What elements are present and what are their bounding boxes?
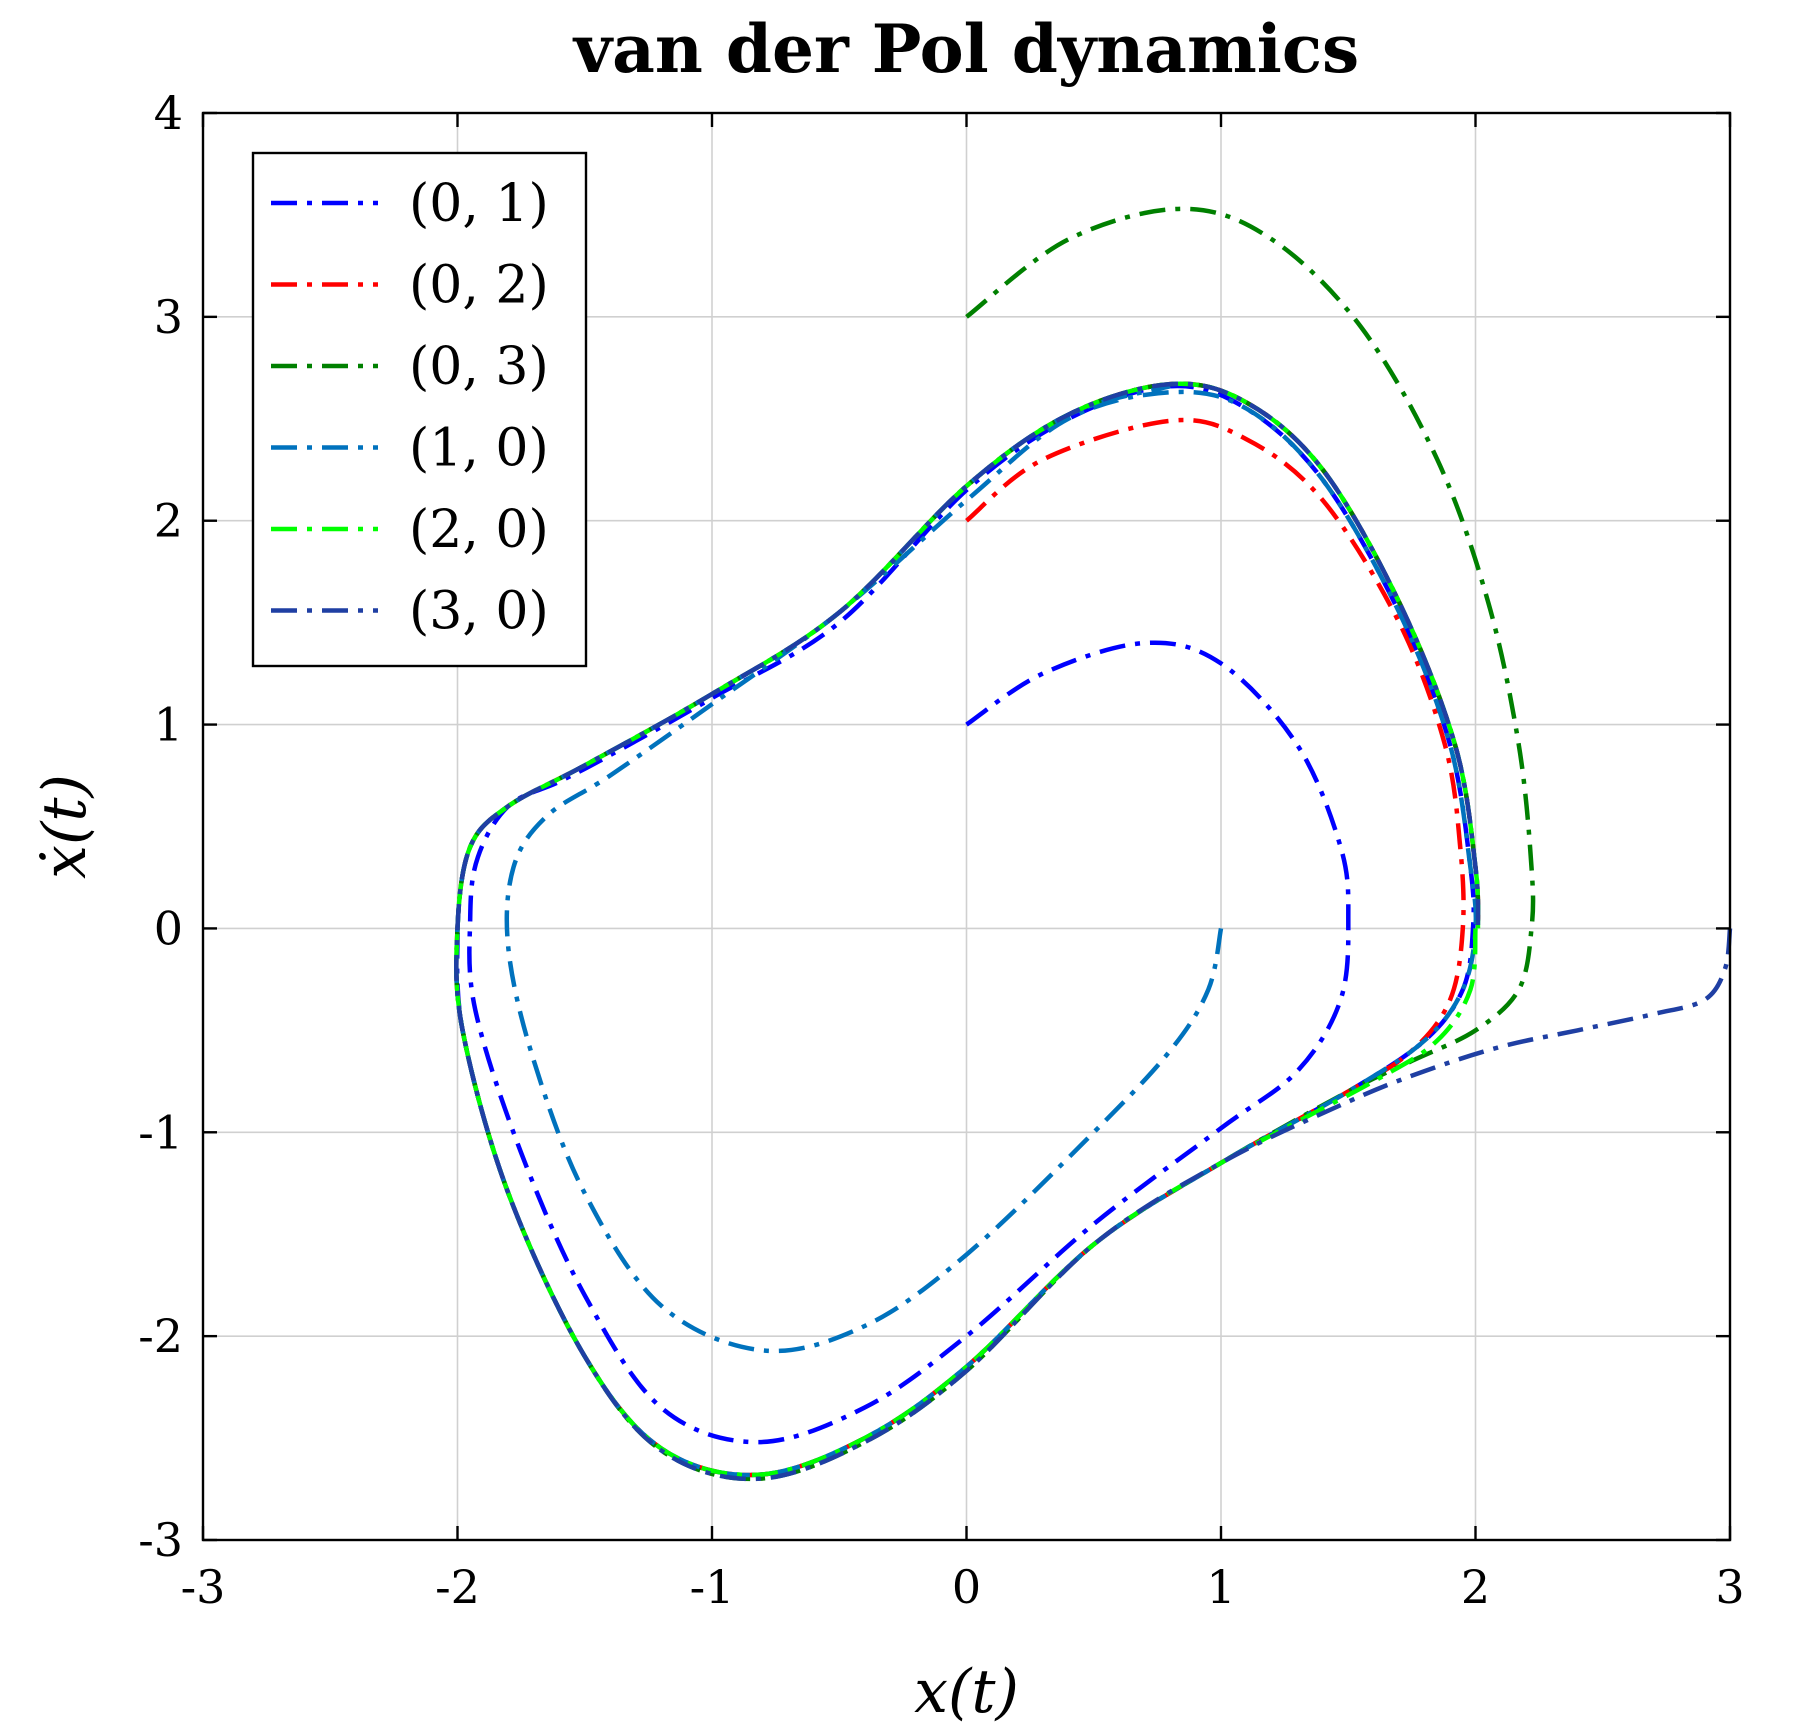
series-line-2	[454, 206, 1536, 1482]
axis-ticks: -3 -2 -1 0 1 2 3 -3 -2 -1 0 1 2 3 4	[138, 86, 1744, 1614]
y-tick-label: -3	[138, 1513, 183, 1567]
x-axis-label: x(t)	[914, 1657, 1019, 1727]
y-axis-label: ẋ(t)	[30, 774, 100, 879]
x-tick-label: 2	[1461, 1560, 1490, 1614]
legend-entry: (3, 0)	[271, 582, 549, 642]
chart-title: van der Pol dynamics	[572, 10, 1359, 88]
y-tick-label: 4	[154, 86, 183, 140]
y-tick-label: 3	[154, 290, 183, 344]
legend-entry: (0, 3)	[271, 337, 549, 397]
y-tick-label: -1	[138, 1105, 183, 1159]
series-lines	[454, 206, 1733, 1482]
legend-entry: (1, 0)	[271, 419, 549, 479]
legend-box	[251, 151, 588, 668]
x-tick-label: 3	[1715, 1560, 1744, 1614]
x-tick-label: 0	[952, 1560, 981, 1614]
y-tick-label: -2	[138, 1309, 183, 1363]
x-tick-label: -3	[181, 1560, 226, 1614]
series-line-5	[454, 381, 1733, 1482]
legend-entry: (2, 0)	[271, 500, 549, 560]
legend-label: (0, 1)	[409, 174, 549, 234]
series-line-0	[454, 383, 1476, 1478]
y-tick-label: 0	[154, 901, 183, 955]
legend: (0, 1) (0, 2) (0, 3) (1, 0) (2, 0) (3, 0)	[251, 151, 588, 668]
legend-label: (1, 0)	[409, 419, 549, 479]
x-tick-label: -1	[690, 1560, 735, 1614]
legend-items: (0, 1) (0, 2) (0, 3) (1, 0) (2, 0) (3, 0)	[271, 174, 549, 642]
legend-label: (2, 0)	[409, 500, 549, 560]
y-tick-label: 1	[154, 698, 183, 752]
legend-label: (3, 0)	[409, 582, 549, 642]
y-tick-label: 2	[154, 494, 183, 548]
legend-label: (0, 3)	[409, 337, 549, 397]
x-tick-label: 1	[1206, 1560, 1235, 1614]
legend-label: (0, 2)	[409, 256, 549, 316]
x-tick-label: -2	[435, 1560, 480, 1614]
legend-entry: (0, 2)	[271, 256, 549, 316]
legend-entry: (0, 1)	[271, 174, 549, 234]
